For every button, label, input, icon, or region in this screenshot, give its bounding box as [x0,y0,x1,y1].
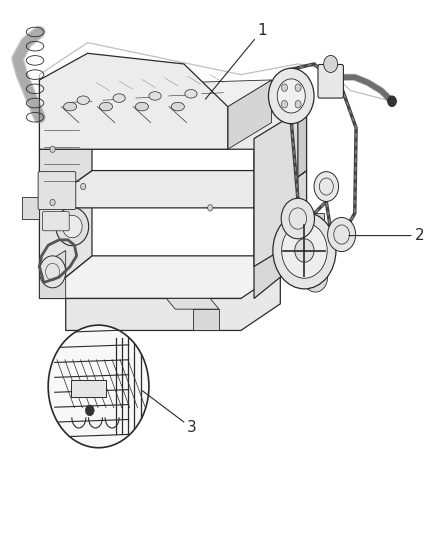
Ellipse shape [56,207,88,246]
Circle shape [282,223,327,278]
Text: 2: 2 [415,228,424,243]
Polygon shape [39,53,228,149]
Polygon shape [254,112,298,266]
Circle shape [303,262,328,292]
Polygon shape [254,171,307,298]
Circle shape [85,405,94,416]
FancyBboxPatch shape [71,380,106,397]
Circle shape [314,172,339,201]
Polygon shape [228,80,272,149]
Ellipse shape [135,102,148,111]
Polygon shape [22,197,39,219]
Ellipse shape [185,90,197,98]
Ellipse shape [171,102,184,111]
Circle shape [277,79,305,113]
Circle shape [39,256,66,288]
Polygon shape [39,251,66,298]
FancyBboxPatch shape [38,172,76,209]
Circle shape [273,212,336,289]
Ellipse shape [77,96,89,104]
Polygon shape [66,272,280,330]
Polygon shape [39,256,307,298]
Circle shape [281,198,314,239]
FancyBboxPatch shape [318,64,343,98]
Circle shape [328,217,356,252]
Ellipse shape [113,94,125,102]
Circle shape [81,183,86,190]
Circle shape [324,55,338,72]
Circle shape [295,84,301,91]
FancyBboxPatch shape [42,212,69,231]
Ellipse shape [149,92,161,100]
Circle shape [50,199,55,206]
Polygon shape [39,171,307,208]
Ellipse shape [99,102,113,111]
Polygon shape [166,298,219,309]
Circle shape [295,239,314,262]
Circle shape [268,68,314,124]
Polygon shape [39,171,92,298]
Ellipse shape [63,215,82,238]
Polygon shape [39,112,307,149]
Polygon shape [57,85,96,149]
Circle shape [388,96,396,107]
Text: 3: 3 [187,420,197,435]
Text: 1: 1 [257,23,267,38]
Polygon shape [307,213,324,229]
Polygon shape [193,309,219,330]
Circle shape [281,101,287,108]
Polygon shape [39,112,92,208]
Polygon shape [57,80,272,107]
Circle shape [50,146,55,152]
Circle shape [208,205,213,211]
Circle shape [295,101,301,108]
Circle shape [48,325,149,448]
Polygon shape [254,112,307,208]
Circle shape [281,84,287,91]
Ellipse shape [64,102,77,111]
